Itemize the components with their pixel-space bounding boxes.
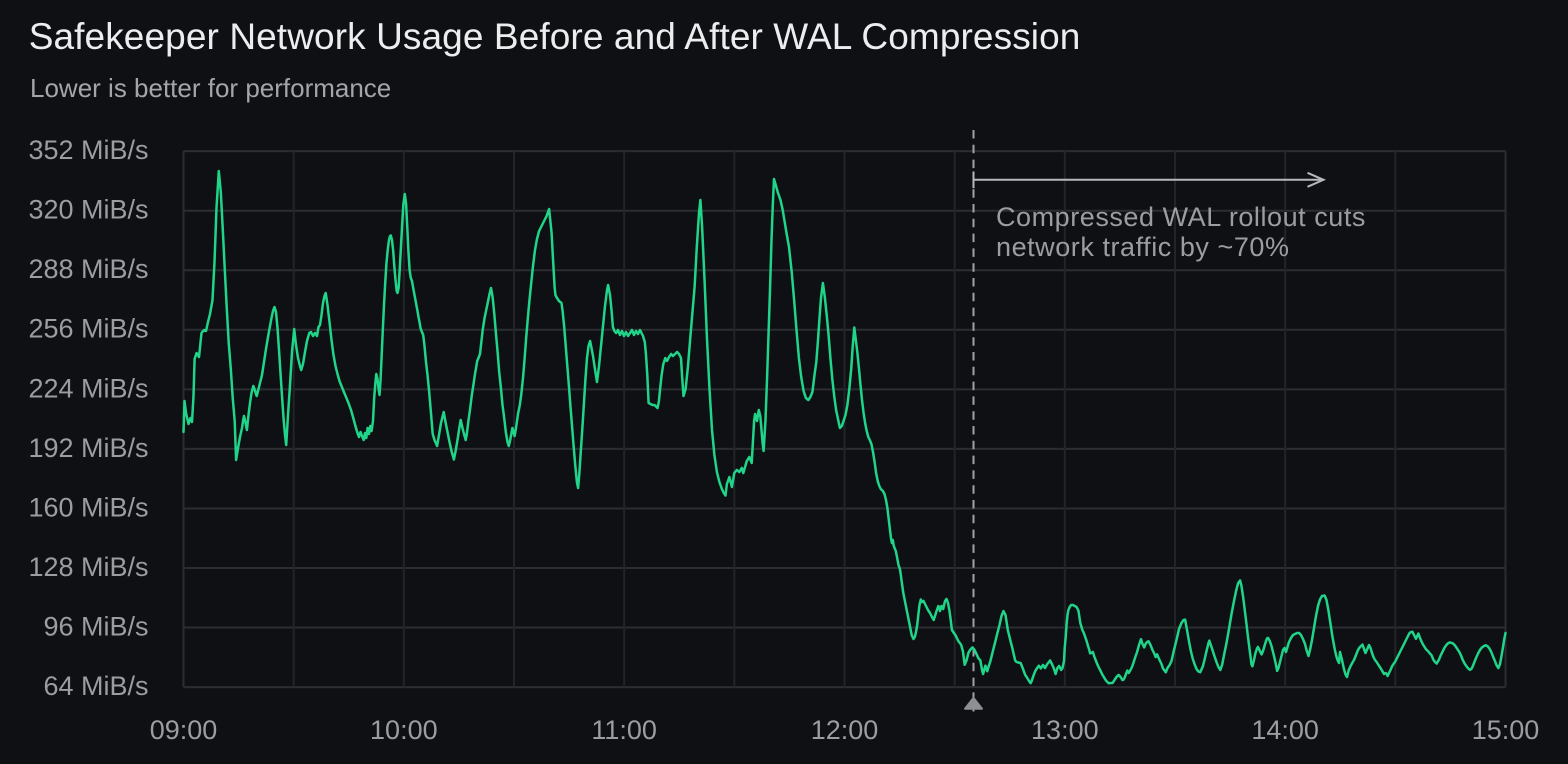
svg-text:128 MiB/s: 128 MiB/s <box>28 552 148 582</box>
svg-text:Compressed WAL rollout cuts: Compressed WAL rollout cuts <box>996 202 1366 232</box>
svg-text:11:00: 11:00 <box>591 715 657 745</box>
svg-text:320 MiB/s: 320 MiB/s <box>28 195 148 225</box>
svg-text:10:00: 10:00 <box>370 715 438 745</box>
svg-text:14:00: 14:00 <box>1251 715 1319 745</box>
svg-text:09:00: 09:00 <box>150 715 218 745</box>
svg-text:96 MiB/s: 96 MiB/s <box>43 611 148 641</box>
svg-text:256 MiB/s: 256 MiB/s <box>28 314 148 344</box>
svg-text:64 MiB/s: 64 MiB/s <box>43 671 148 701</box>
svg-text:288 MiB/s: 288 MiB/s <box>28 254 148 284</box>
svg-text:network traffic by ~70%: network traffic by ~70% <box>996 232 1290 262</box>
svg-text:13:00: 13:00 <box>1031 715 1099 745</box>
svg-text:224 MiB/s: 224 MiB/s <box>28 373 148 403</box>
svg-text:160 MiB/s: 160 MiB/s <box>28 492 148 522</box>
svg-text:15:00: 15:00 <box>1472 715 1540 745</box>
svg-text:12:00: 12:00 <box>811 715 879 745</box>
svg-text:192 MiB/s: 192 MiB/s <box>28 433 148 463</box>
svg-text:352 MiB/s: 352 MiB/s <box>28 135 148 165</box>
